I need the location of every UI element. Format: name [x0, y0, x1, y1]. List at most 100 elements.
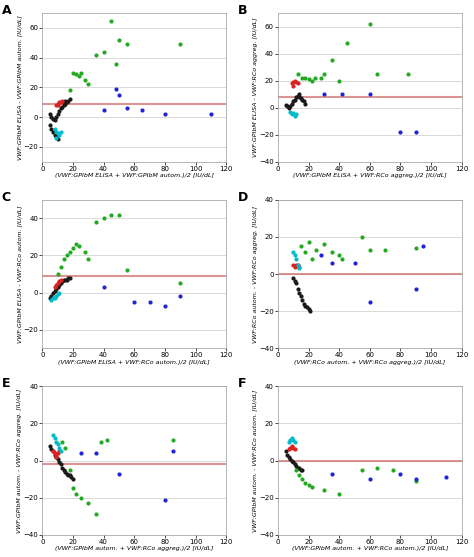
Point — [328, 247, 335, 256]
Point — [77, 494, 84, 502]
Point — [123, 266, 130, 275]
Point — [130, 297, 138, 306]
Point — [404, 70, 412, 79]
Point — [288, 441, 295, 450]
Point — [64, 96, 72, 105]
Point — [300, 96, 308, 105]
Point — [290, 96, 297, 105]
Point — [68, 473, 75, 482]
Point — [46, 294, 54, 302]
Point — [58, 102, 66, 111]
X-axis label: (VWF:GPIbM ELISA + VWF:GPIbM autom.)/2 [IU/dL]: (VWF:GPIbM ELISA + VWF:GPIbM autom.)/2 [… — [55, 173, 214, 178]
Point — [294, 285, 301, 294]
Point — [84, 499, 92, 508]
Point — [97, 438, 104, 447]
Point — [291, 438, 299, 447]
Point — [294, 260, 301, 269]
Point — [290, 458, 297, 467]
Point — [100, 214, 108, 223]
Y-axis label: VWF:GPIbM ELISA - VWF:GPIbM autom. [IU/dL]: VWF:GPIbM ELISA - VWF:GPIbM autom. [IU/d… — [17, 15, 22, 160]
Point — [294, 91, 301, 100]
Point — [169, 436, 176, 444]
Point — [48, 296, 55, 305]
Point — [52, 281, 60, 290]
Point — [55, 281, 63, 290]
Point — [84, 255, 92, 263]
Point — [297, 292, 305, 301]
Point — [294, 260, 301, 269]
Point — [176, 292, 184, 301]
Point — [291, 277, 299, 286]
Point — [305, 75, 312, 84]
Point — [115, 469, 123, 478]
Point — [282, 447, 289, 456]
Point — [92, 218, 100, 227]
Text: A: A — [2, 4, 11, 17]
Point — [66, 273, 73, 282]
Point — [176, 279, 184, 288]
Point — [300, 299, 308, 308]
X-axis label: (VWF:GPIbM ELISA + VWF:RCo aggreg.)/2 [IU/dL]: (VWF:GPIbM ELISA + VWF:RCo aggreg.)/2 [I… — [293, 173, 447, 178]
Point — [288, 456, 295, 465]
Point — [75, 71, 83, 80]
Point — [283, 102, 291, 111]
Point — [336, 490, 343, 499]
Point — [161, 301, 169, 310]
Point — [207, 110, 215, 119]
Point — [63, 251, 71, 260]
Point — [48, 445, 55, 454]
Point — [49, 447, 57, 456]
Point — [60, 466, 67, 475]
Point — [299, 95, 306, 104]
Point — [77, 68, 84, 77]
Point — [64, 273, 72, 282]
Point — [336, 251, 343, 260]
Point — [92, 449, 100, 458]
Point — [57, 104, 64, 113]
Point — [338, 90, 346, 99]
Point — [57, 460, 64, 469]
Point — [52, 128, 60, 136]
Point — [60, 98, 67, 107]
Point — [291, 262, 299, 271]
Point — [54, 101, 62, 110]
Point — [52, 113, 60, 121]
Point — [57, 262, 64, 271]
Point — [52, 285, 60, 294]
Point — [382, 246, 389, 255]
Point — [296, 288, 303, 297]
Point — [54, 135, 62, 144]
Point — [62, 96, 69, 105]
Point — [286, 443, 294, 452]
X-axis label: (VWF:GPIbM autom. + VWF:RCo aggreg.)/2 [IU/dL]: (VWF:GPIbM autom. + VWF:RCo aggreg.)/2 [… — [55, 546, 213, 551]
Point — [63, 275, 71, 284]
Point — [285, 103, 292, 112]
Point — [285, 445, 292, 454]
Point — [366, 475, 374, 483]
Point — [57, 128, 64, 136]
Point — [54, 129, 62, 138]
Point — [55, 443, 63, 452]
Y-axis label: VWF:GPIbM ELISA - VWF:RCo aggreg. [IU/dL]: VWF:GPIbM ELISA - VWF:RCo aggreg. [IU/dL… — [253, 18, 257, 157]
Text: C: C — [2, 191, 11, 204]
Point — [82, 247, 89, 256]
Point — [294, 79, 301, 88]
Point — [66, 95, 73, 104]
Point — [366, 19, 374, 28]
Point — [123, 104, 130, 113]
Point — [308, 76, 315, 85]
Point — [62, 99, 69, 108]
Point — [296, 90, 303, 99]
Point — [358, 232, 366, 241]
Point — [108, 16, 115, 25]
Point — [55, 98, 63, 107]
Point — [301, 74, 309, 82]
Point — [69, 484, 77, 493]
Point — [299, 475, 306, 483]
Point — [288, 79, 295, 88]
Point — [301, 247, 309, 256]
Point — [75, 242, 83, 251]
Point — [52, 101, 60, 110]
Point — [51, 125, 58, 134]
Point — [49, 294, 57, 302]
